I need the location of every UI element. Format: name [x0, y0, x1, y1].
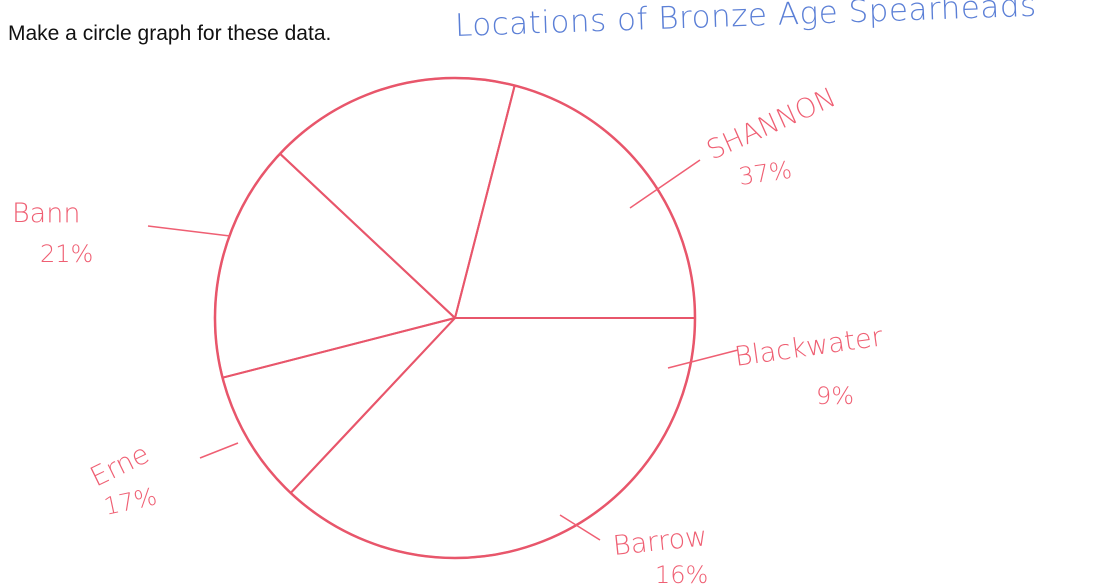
- slice-label-shannon: SHANNON: [702, 82, 840, 166]
- slice-value-barrow: 16%: [655, 561, 708, 584]
- slice-label-bann: Bann: [12, 198, 80, 229]
- leader-line-shannon: [629, 159, 701, 209]
- slice-value-blackwater: 9%: [816, 382, 854, 410]
- leader-line-barrow: [559, 514, 601, 541]
- slice-value-bann: 21%: [40, 240, 93, 268]
- slice-label-barrow: Barrow: [611, 521, 708, 562]
- slice-value-erne: 17%: [101, 482, 159, 520]
- leader-line-blackwater: [667, 349, 739, 369]
- pie-slice-blackwater: [221, 317, 456, 494]
- instruction-text: Make a circle graph for these data.: [8, 22, 332, 45]
- slice-value-shannon: 37%: [737, 156, 794, 191]
- slice-label-blackwater: Blackwater: [733, 321, 886, 373]
- pie-slice-bann: [454, 84, 696, 319]
- leader-line-erne: [199, 442, 239, 459]
- pie-slice-barrow: [214, 152, 456, 379]
- leader-line-bann: [147, 225, 231, 237]
- pie-slice-shannon: [289, 317, 696, 559]
- pie-slice-erne: [279, 77, 516, 319]
